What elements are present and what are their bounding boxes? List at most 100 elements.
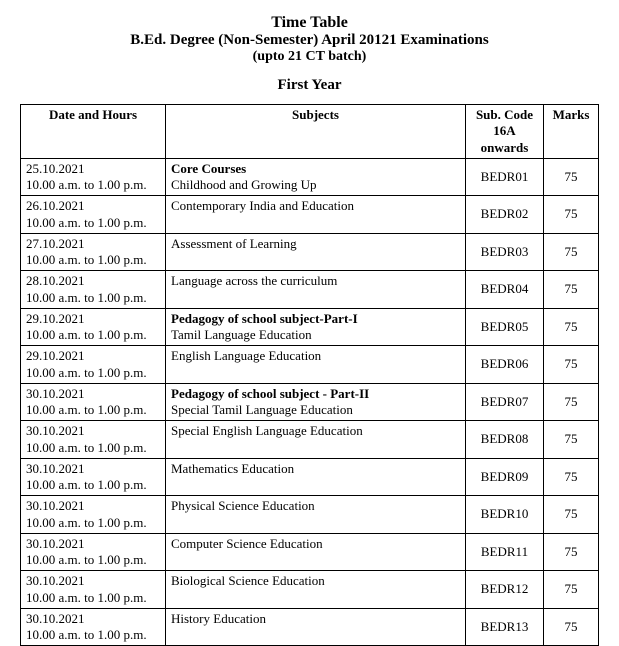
cell-subject: Contemporary India and Education [166, 196, 466, 234]
subject-group-heading: Pedagogy of school subject - Part-II [171, 386, 369, 401]
cell-marks: 75 [544, 308, 599, 346]
subject-group-heading: Core Courses [171, 161, 246, 176]
date-text: 29.10.2021 [26, 348, 85, 363]
time-text: 10.00 a.m. to 1.00 p.m. [26, 627, 147, 642]
cell-subject: Special English Language Education [166, 421, 466, 459]
cell-date: 29.10.2021 10.00 a.m. to 1.00 p.m. [21, 346, 166, 384]
table-row: 30.10.2021 10.00 a.m. to 1.00 p.m. Physica… [21, 496, 599, 534]
time-text: 10.00 a.m. to 1.00 p.m. [26, 365, 147, 380]
subject-text: Language across the curriculum [171, 273, 337, 288]
time-text: 10.00 a.m. to 1.00 p.m. [26, 177, 147, 192]
cell-code: BEDR04 [466, 271, 544, 309]
cell-date: 30.10.2021 10.00 a.m. to 1.00 p.m. [21, 496, 166, 534]
cell-marks: 75 [544, 571, 599, 609]
cell-subject: Language across the curriculum [166, 271, 466, 309]
title-subtitle: B.Ed. Degree (Non-Semester) April 20121 … [20, 32, 599, 49]
subject-text: Special Tamil Language Education [171, 402, 353, 417]
cell-subject: Pedagogy of school subject - Part-IISpec… [166, 383, 466, 421]
time-text: 10.00 a.m. to 1.00 p.m. [26, 477, 147, 492]
col-subjects-header: Subjects [166, 105, 466, 159]
cell-code: BEDR09 [466, 458, 544, 496]
date-text: 26.10.2021 [26, 198, 85, 213]
table-row: 25.10.202110.00 a.m. to 1.00 p.m.Core Co… [21, 158, 599, 196]
cell-marks: 75 [544, 608, 599, 646]
table-body: 25.10.202110.00 a.m. to 1.00 p.m.Core Co… [21, 158, 599, 646]
subject-text: Assessment of Learning [171, 236, 297, 251]
cell-code: BEDR11 [466, 533, 544, 571]
time-text: 10.00 a.m. to 1.00 p.m. [26, 215, 147, 230]
cell-code: BEDR10 [466, 496, 544, 534]
code-header-line1: Sub. Code [476, 107, 533, 122]
date-text: 30.10.2021 [26, 536, 85, 551]
code-header-line2: 16A [493, 123, 515, 138]
cell-code: BEDR02 [466, 196, 544, 234]
cell-code: BEDR13 [466, 608, 544, 646]
cell-date: 26.10.2021 10.00 a.m. to 1.00 p.m. [21, 196, 166, 234]
time-text: 10.00 a.m. to 1.00 p.m. [26, 552, 147, 567]
table-row: 30.10.202110.00 a.m. to 1.00 p.m.Biologi… [21, 571, 599, 609]
col-date-header: Date and Hours [21, 105, 166, 159]
date-text: 30.10.2021 [26, 461, 85, 476]
subject-text: Mathematics Education [171, 461, 294, 476]
year-heading: First Year [20, 77, 599, 94]
date-text: 30.10.2021 [26, 573, 85, 588]
subject-text: Physical Science Education [171, 498, 315, 513]
cell-date: 27.10.202110.00 a.m. to 1.00 p.m. [21, 233, 166, 271]
subject-text: Computer Science Education [171, 536, 323, 551]
subject-text: Special English Language Education [171, 423, 363, 438]
date-text: 25.10.2021 [26, 161, 85, 176]
cell-subject: History Education [166, 608, 466, 646]
cell-date: 28.10.202110.00 a.m. to 1.00 p.m. [21, 271, 166, 309]
date-text: 30.10.2021 [26, 386, 85, 401]
time-text: 10.00 a.m. to 1.00 p.m. [26, 252, 147, 267]
cell-code: BEDR12 [466, 571, 544, 609]
cell-date: 30.10.2021 10.00 a.m. to 1.00 p.m. [21, 571, 166, 609]
cell-marks: 75 [544, 383, 599, 421]
cell-code: BEDR03 [466, 233, 544, 271]
cell-subject: Core CoursesChildhood and Growing Up [166, 158, 466, 196]
cell-subject: Computer Science Education [166, 533, 466, 571]
table-row: 30.10.202110.00 a.m. to 1.00 p.m.Pedagog… [21, 383, 599, 421]
subject-text: English Language Education [171, 348, 321, 363]
cell-date: 29.10.202110.00 a.m. to 1.00 p.m. [21, 308, 166, 346]
title-batch: (upto 21 CT batch) [20, 49, 599, 65]
cell-subject: Pedagogy of school subject-Part-ITamil L… [166, 308, 466, 346]
cell-marks: 75 [544, 533, 599, 571]
date-text: 28.10.2021 [26, 273, 85, 288]
code-header-line3: onwards [481, 140, 529, 155]
table-row: 28.10.202110.00 a.m. to 1.00 p.m. Languag… [21, 271, 599, 309]
subject-text: Childhood and Growing Up [171, 177, 317, 192]
table-row: 30.10.202110.00 a.m. to 1.00 p.m.History… [21, 608, 599, 646]
cell-date: 30.10.202110.00 a.m. to 1.00 p.m. [21, 458, 166, 496]
cell-marks: 75 [544, 346, 599, 384]
cell-marks: 75 [544, 496, 599, 534]
cell-marks: 75 [544, 421, 599, 459]
time-text: 10.00 a.m. to 1.00 p.m. [26, 402, 147, 417]
cell-marks: 75 [544, 158, 599, 196]
table-row: 29.10.202110.00 a.m. to 1.00 p.m.Pedagog… [21, 308, 599, 346]
subject-text: Contemporary India and Education [171, 198, 354, 213]
time-text: 10.00 a.m. to 1.00 p.m. [26, 590, 147, 605]
cell-marks: 75 [544, 196, 599, 234]
cell-date: 30.10.202110.00 a.m. to 1.00 p.m. [21, 608, 166, 646]
col-code-header: Sub. Code 16A onwards [466, 105, 544, 159]
cell-subject: Assessment of Learning [166, 233, 466, 271]
col-marks-header: Marks [544, 105, 599, 159]
cell-code: BEDR07 [466, 383, 544, 421]
date-text: 30.10.2021 [26, 498, 85, 513]
cell-subject: Physical Science Education [166, 496, 466, 534]
table-row: 30.10.202110.00 a.m. to 1.00 p.m.Special… [21, 421, 599, 459]
cell-date: 25.10.202110.00 a.m. to 1.00 p.m. [21, 158, 166, 196]
cell-code: BEDR06 [466, 346, 544, 384]
cell-date: 30.10.202110.00 a.m. to 1.00 p.m. [21, 383, 166, 421]
cell-marks: 75 [544, 233, 599, 271]
cell-marks: 75 [544, 271, 599, 309]
time-text: 10.00 a.m. to 1.00 p.m. [26, 440, 147, 455]
date-text: 30.10.2021 [26, 611, 85, 626]
subject-text: Tamil Language Education [171, 327, 312, 342]
time-text: 10.00 a.m. to 1.00 p.m. [26, 515, 147, 530]
cell-date: 30.10.202110.00 a.m. to 1.00 p.m. [21, 533, 166, 571]
cell-subject: Mathematics Education [166, 458, 466, 496]
title-main: Time Table [20, 14, 599, 32]
timetable: Date and Hours Subjects Sub. Code 16A on… [20, 104, 599, 646]
